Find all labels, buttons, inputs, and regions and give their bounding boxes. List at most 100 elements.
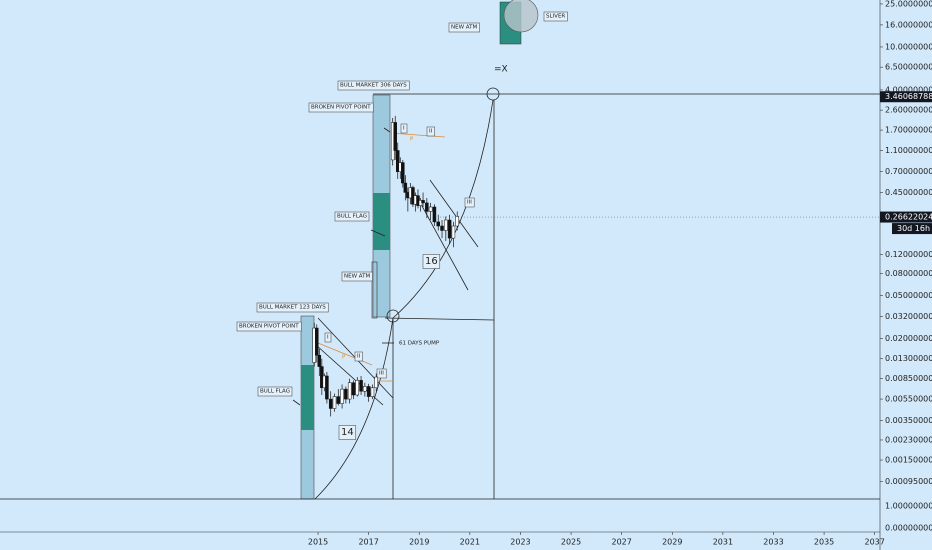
annotation: 14 bbox=[341, 427, 354, 438]
annotation: BULL MARKET 306 DAYS bbox=[340, 83, 407, 89]
y-tick-label: 1.00000000 bbox=[885, 502, 932, 511]
annotation: BROKEN PIVOT POINT bbox=[311, 105, 371, 111]
annotation-box bbox=[308, 102, 374, 113]
price-label-bg bbox=[880, 91, 932, 103]
candle-body bbox=[340, 388, 344, 404]
candle-body bbox=[425, 202, 429, 212]
price-label-bg bbox=[880, 211, 932, 223]
annotation: BULL MARKET 123 DAYS bbox=[259, 305, 326, 311]
candle-body bbox=[370, 387, 375, 397]
y-tick-label: 10.00000000 bbox=[885, 42, 932, 51]
target-circle bbox=[486, 87, 500, 101]
parabola bbox=[392, 99, 494, 319]
flag-box bbox=[301, 365, 314, 430]
parabola bbox=[314, 317, 394, 500]
candle-body bbox=[317, 354, 322, 367]
candle-body bbox=[363, 386, 367, 392]
x-tick-label: 2021 bbox=[460, 538, 480, 547]
trend-line bbox=[415, 194, 469, 291]
y-tick-label: 0.05000000 bbox=[885, 291, 932, 300]
countdown-bg bbox=[892, 223, 932, 235]
annotation: II bbox=[429, 129, 433, 135]
x-tick-label: 2031 bbox=[713, 538, 733, 547]
candle-body bbox=[374, 376, 378, 389]
price-label: 0.26622024 bbox=[885, 213, 932, 222]
candle-body bbox=[401, 162, 405, 184]
arrow bbox=[383, 127, 391, 133]
atm-box bbox=[371, 261, 378, 319]
candle-body bbox=[421, 200, 425, 204]
y-tick-label: 16.00000000 bbox=[885, 20, 932, 29]
candle-body bbox=[336, 396, 341, 404]
y-tick-label: 0.00850000 bbox=[885, 374, 932, 383]
y-tick-label: 1.70000000 bbox=[885, 126, 932, 135]
annotation-box bbox=[354, 351, 363, 362]
pivot-line bbox=[389, 132, 446, 138]
annotation: BULL FLAG bbox=[337, 214, 367, 220]
annotation: P bbox=[410, 137, 414, 143]
arrow bbox=[292, 399, 301, 406]
candle-body bbox=[347, 382, 352, 400]
countdown: 30d 16h bbox=[897, 224, 930, 233]
annotation: II bbox=[357, 354, 361, 360]
annotation-box bbox=[236, 321, 302, 332]
x-tick-label: 2015 bbox=[308, 538, 328, 547]
annotation: I bbox=[327, 335, 329, 341]
annotation: SLIVER bbox=[546, 14, 565, 20]
annotation-box bbox=[422, 254, 441, 269]
annotation-box bbox=[464, 197, 475, 208]
y-tick-label: 0.01300000 bbox=[885, 354, 932, 363]
candle-body bbox=[436, 221, 440, 227]
arrow bbox=[370, 229, 386, 237]
y-tick-label: 0.02000000 bbox=[885, 334, 932, 343]
x-tick-label: 2017 bbox=[358, 538, 378, 547]
annotation-box bbox=[334, 211, 370, 222]
candle-body bbox=[428, 206, 433, 212]
y-tick-label: 0.70000000 bbox=[885, 167, 932, 176]
annotation: =X bbox=[494, 65, 508, 75]
x-tick-label: 2037 bbox=[865, 538, 885, 547]
annotation: P bbox=[342, 355, 346, 361]
drawings bbox=[0, 0, 881, 550]
candle-body bbox=[355, 380, 360, 396]
x-tick-label: 2027 bbox=[611, 538, 631, 547]
y-tick-label: 4.00000000 bbox=[885, 85, 932, 94]
candle-body bbox=[359, 380, 363, 392]
x-tick-label: 2019 bbox=[409, 538, 429, 547]
x-tick-label: 2025 bbox=[561, 538, 581, 547]
flag-box bbox=[373, 193, 390, 250]
candle-body bbox=[395, 150, 400, 172]
annotation: BROKEN PIVOT POINT bbox=[239, 324, 299, 330]
annotation-box bbox=[376, 368, 387, 379]
candle-body bbox=[366, 386, 371, 397]
annotation-box bbox=[543, 11, 568, 22]
annotation: I bbox=[403, 126, 405, 132]
candle-body bbox=[451, 225, 456, 239]
candle-body bbox=[444, 219, 448, 231]
target-circle bbox=[386, 309, 400, 323]
candle-body bbox=[432, 206, 437, 223]
y-tick-label: 1.10000000 bbox=[885, 146, 932, 155]
x-tick-label: 2033 bbox=[763, 538, 783, 547]
annotation-box bbox=[337, 80, 410, 91]
annotation-box bbox=[341, 271, 373, 282]
annotation-box bbox=[426, 126, 435, 137]
y-tick-label: 0.00230000 bbox=[885, 435, 932, 444]
x-tick-label: 2029 bbox=[662, 538, 682, 547]
x-tick-label: 2035 bbox=[814, 538, 834, 547]
annotation-box bbox=[400, 123, 408, 134]
annotation-box bbox=[257, 386, 293, 397]
annotation: 16 bbox=[425, 256, 438, 267]
y-tick-label: 0.00550000 bbox=[885, 395, 932, 404]
annotation-box bbox=[338, 425, 357, 440]
annotation: 61 DAYS PUMP bbox=[399, 341, 440, 347]
candle-body bbox=[325, 375, 329, 400]
sliver-circle bbox=[503, 0, 539, 33]
y-tick-label: 6.50000000 bbox=[885, 63, 932, 72]
annotation: III bbox=[467, 200, 472, 206]
trend-line bbox=[429, 179, 479, 248]
candle-body bbox=[440, 225, 444, 231]
